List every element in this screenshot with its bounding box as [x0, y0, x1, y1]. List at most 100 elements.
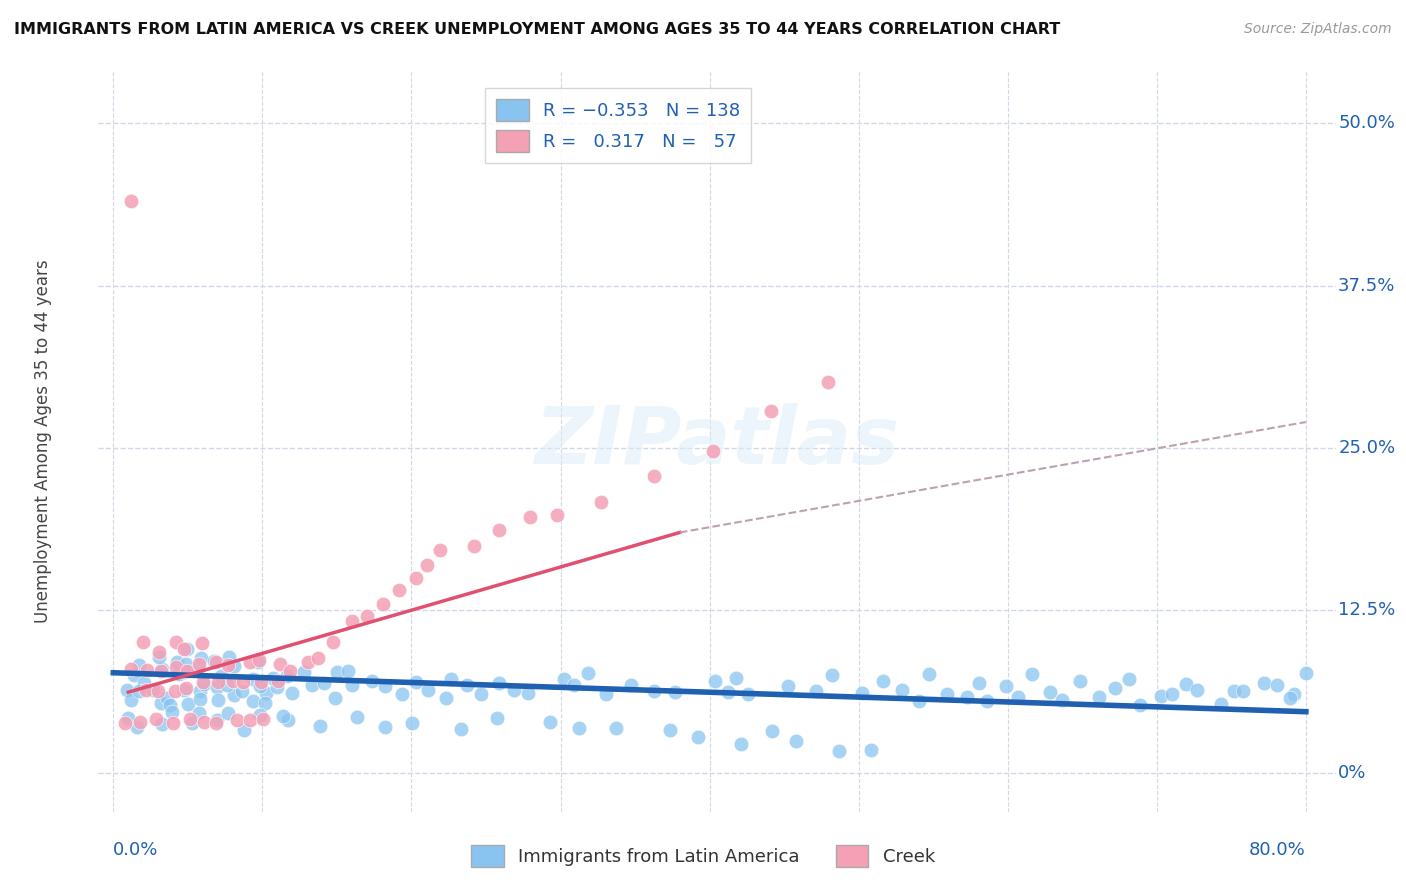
Point — [860, 743, 883, 757]
Point — [242, 672, 264, 686]
Point — [1129, 698, 1152, 712]
Point — [115, 682, 138, 697]
Point — [250, 674, 273, 689]
Point — [152, 662, 174, 676]
Point — [401, 716, 423, 731]
Point — [340, 614, 363, 628]
Point — [127, 720, 149, 734]
Point — [231, 683, 253, 698]
Point — [387, 583, 409, 598]
Point — [269, 657, 291, 672]
Point — [1021, 667, 1043, 681]
Point — [323, 690, 346, 705]
Point — [209, 669, 232, 683]
Point — [872, 673, 894, 688]
Point — [1104, 681, 1126, 695]
Point — [242, 693, 264, 707]
Point — [173, 642, 195, 657]
Point — [851, 686, 873, 700]
Point — [562, 678, 585, 692]
Point — [149, 664, 172, 678]
Point — [271, 709, 294, 723]
Point — [249, 708, 271, 723]
Point — [1232, 684, 1254, 698]
Point — [486, 711, 509, 725]
Point — [135, 682, 157, 697]
Point — [371, 598, 394, 612]
Point — [440, 672, 463, 686]
Point — [180, 716, 202, 731]
Point — [239, 655, 262, 669]
Point — [187, 657, 209, 671]
Text: 25.0%: 25.0% — [1339, 439, 1395, 457]
Point — [239, 713, 262, 727]
Point — [1211, 697, 1233, 711]
Point — [150, 716, 173, 731]
Point — [664, 684, 686, 698]
Point — [342, 678, 364, 692]
Point — [361, 673, 384, 688]
Point — [156, 691, 179, 706]
Point — [322, 635, 344, 649]
Point — [204, 655, 226, 669]
Point — [589, 495, 612, 509]
Point — [176, 664, 198, 678]
Point — [207, 693, 229, 707]
Point — [253, 697, 276, 711]
Point — [704, 673, 727, 688]
Point — [308, 719, 330, 733]
Point — [724, 672, 747, 686]
Text: 80.0%: 80.0% — [1249, 841, 1306, 859]
Point — [128, 658, 150, 673]
Point — [160, 706, 183, 720]
Point — [222, 674, 245, 689]
Legend: R = −0.353   N = 138, R =   0.317   N =   57: R = −0.353 N = 138, R = 0.317 N = 57 — [485, 87, 751, 162]
Point — [173, 683, 195, 698]
Point — [1150, 689, 1173, 703]
Point — [776, 679, 799, 693]
Point — [1185, 683, 1208, 698]
Point — [576, 666, 599, 681]
Point — [232, 675, 254, 690]
Point — [759, 404, 782, 418]
Point — [620, 678, 643, 692]
Point — [217, 678, 239, 692]
Text: IMMIGRANTS FROM LATIN AMERICA VS CREEK UNEMPLOYMENT AMONG AGES 35 TO 44 YEARS CO: IMMIGRANTS FROM LATIN AMERICA VS CREEK U… — [14, 22, 1060, 37]
Point — [538, 715, 561, 730]
Point — [517, 686, 540, 700]
Point — [659, 723, 682, 738]
Point — [128, 684, 150, 698]
Point — [122, 668, 145, 682]
Point — [456, 678, 478, 692]
Point — [470, 687, 492, 701]
Point — [405, 571, 427, 585]
Point — [956, 690, 979, 704]
Point — [434, 691, 457, 706]
Point — [326, 665, 349, 679]
Point — [969, 676, 991, 690]
Point — [817, 375, 839, 389]
Point — [890, 683, 912, 698]
Point — [553, 672, 575, 686]
Point — [717, 685, 740, 699]
Point — [415, 558, 437, 572]
Point — [163, 683, 186, 698]
Point — [1050, 692, 1073, 706]
Point — [488, 676, 510, 690]
Text: ZIPatlas: ZIPatlas — [534, 402, 900, 481]
Point — [278, 664, 301, 678]
Point — [688, 730, 710, 744]
Point — [167, 667, 190, 681]
Point — [730, 737, 752, 751]
Text: 0.0%: 0.0% — [114, 841, 159, 859]
Text: Source: ZipAtlas.com: Source: ZipAtlas.com — [1244, 22, 1392, 37]
Point — [595, 687, 617, 701]
Point — [165, 635, 187, 649]
Point — [202, 654, 225, 668]
Point — [266, 673, 288, 688]
Point — [1160, 687, 1182, 701]
Point — [205, 680, 228, 694]
Point — [254, 686, 277, 700]
Point — [702, 443, 724, 458]
Point — [117, 711, 139, 725]
